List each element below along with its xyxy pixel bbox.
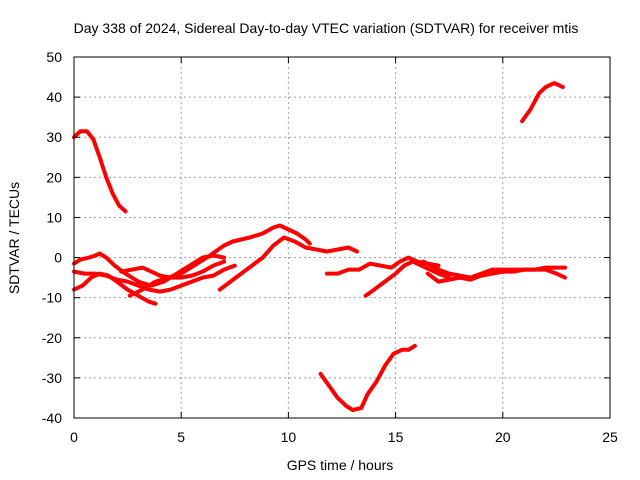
series-line-arc-13 bbox=[425, 267, 567, 284]
series-line-arc-3 bbox=[318, 343, 417, 412]
series-line-arc-9 bbox=[217, 235, 359, 292]
y-tick-label: -40 bbox=[42, 410, 62, 426]
y-tick-label: 40 bbox=[46, 89, 62, 105]
series-line-arc-6 bbox=[72, 271, 158, 306]
x-tick-label: 25 bbox=[602, 429, 618, 445]
y-tick-label: 50 bbox=[46, 49, 62, 65]
y-tick-label: 0 bbox=[54, 250, 62, 266]
series-line-arc-5 bbox=[72, 263, 237, 294]
y-tick-label: -30 bbox=[42, 370, 62, 386]
x-tick-label: 5 bbox=[177, 429, 185, 445]
series-line-arc-2 bbox=[520, 81, 565, 124]
chart-title: Day 338 of 2024, Sidereal Day-to-day VTE… bbox=[74, 20, 579, 36]
series-line-arc-11 bbox=[363, 259, 452, 298]
y-tick-label: 10 bbox=[46, 209, 62, 225]
data-series bbox=[72, 81, 567, 412]
y-tick-label: -10 bbox=[42, 290, 62, 306]
y-tick-label: -20 bbox=[42, 330, 62, 346]
y-axis-label: SDTVAR / TECUs bbox=[6, 182, 22, 294]
x-axis-label: GPS time / hours bbox=[287, 457, 394, 473]
series-line-arc-4 bbox=[72, 251, 227, 288]
grid-lines bbox=[74, 57, 610, 418]
x-tick-label: 0 bbox=[70, 429, 78, 445]
x-tick-label: 15 bbox=[388, 429, 404, 445]
series-line-arc-8 bbox=[119, 259, 227, 280]
axis-ticks: 0 5 10 15 20 25 -40 -30 -20 -10 0 10 20 30 40 50 bbox=[42, 49, 618, 445]
series-line-arc-10 bbox=[325, 255, 441, 276]
x-tick-label: 10 bbox=[281, 429, 297, 445]
series-line-arc-1 bbox=[72, 129, 128, 214]
x-tick-label: 20 bbox=[495, 429, 511, 445]
plot-frame bbox=[73, 56, 611, 419]
y-tick-label: 30 bbox=[46, 129, 62, 145]
y-tick-label: 20 bbox=[46, 169, 62, 185]
